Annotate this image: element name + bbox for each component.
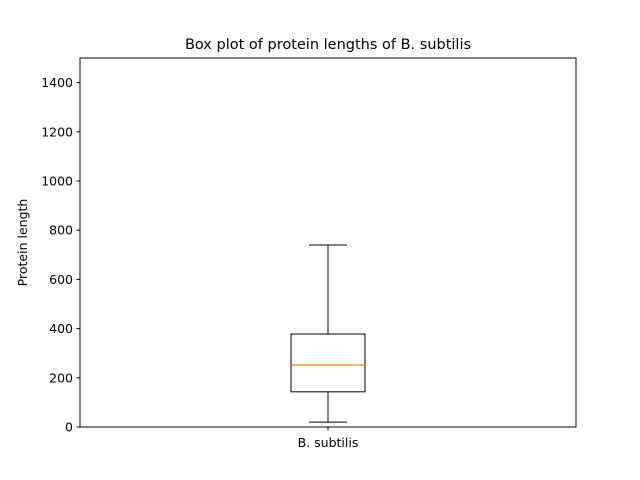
y-tick-label: 0 [65, 420, 73, 435]
interquartile-box [290, 333, 366, 393]
y-tick-label: 600 [49, 272, 73, 287]
chart-title: Box plot of protein lengths of B. subtil… [185, 37, 471, 53]
x-tick-label: B. subtilis [298, 435, 359, 450]
x-axis-ticks: B. subtilis [298, 427, 359, 450]
y-tick-label: 800 [49, 223, 73, 238]
box-series [290, 244, 366, 423]
y-tick-label: 400 [49, 321, 73, 336]
y-axis-ticks: 0 200 400 600 800 1000 1200 1400 [41, 75, 80, 435]
y-tick-label: 1200 [41, 124, 73, 139]
plot-area-frame [79, 57, 577, 428]
y-axis-label: Protein length [15, 199, 30, 287]
y-tick-label: 1000 [41, 174, 73, 189]
y-tick-label: 1400 [41, 75, 73, 90]
y-tick-label: 200 [49, 370, 73, 385]
